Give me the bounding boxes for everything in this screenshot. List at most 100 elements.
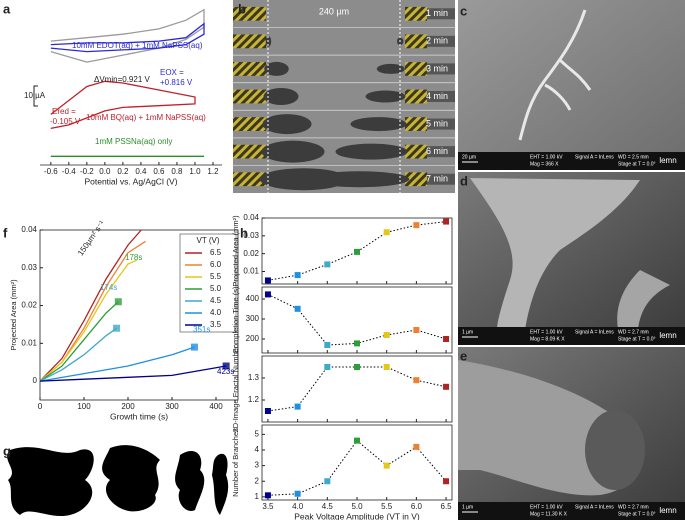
legend-title: VT (V) <box>197 236 220 245</box>
time-lapse-image: 1 min 2 min 3 min 4 min 5 min 6 min 7 min 240 µ… <box>233 0 455 193</box>
fractal-silhouettes <box>7 445 229 517</box>
electrode <box>405 34 427 49</box>
y-axis-label: Projected Area (mm²) <box>9 279 18 351</box>
y-tick-label: 4 <box>255 445 260 454</box>
sem-info: Stage at T = 0.0° <box>618 336 656 342</box>
y-tick-label: 5 <box>255 429 260 438</box>
scale-label: 20 µm <box>462 154 476 160</box>
scale-label: 1 µm <box>462 329 473 335</box>
end-marker <box>114 298 122 306</box>
data-point <box>354 364 360 370</box>
panel-letter: h <box>240 225 248 240</box>
electrode-tip <box>427 35 455 47</box>
annotation: EOX = <box>160 68 184 77</box>
data-point <box>294 490 301 497</box>
y-tick-label: 3 <box>255 461 260 470</box>
electrode <box>405 6 427 21</box>
data-point <box>413 222 420 229</box>
electrode-tip <box>427 8 455 20</box>
x-axis-label: Growth time (s) <box>110 411 168 421</box>
x-tick-label: 0.0 <box>99 167 111 176</box>
annotation: 150µm² s⁻¹ <box>76 219 107 258</box>
sem-info: Stage at T = 0.0° <box>618 161 656 167</box>
sem-info: EHT = 1.00 kV <box>530 154 563 160</box>
electrode-tip <box>427 90 455 103</box>
x-tick-label: 1.0 <box>189 167 201 176</box>
data-point <box>413 327 420 333</box>
legend-label: 6.5 <box>210 248 222 257</box>
sem-info: Signal A = InLens <box>575 504 614 510</box>
electrode-tip <box>427 173 455 185</box>
panel-letter: c <box>460 3 467 18</box>
data-point <box>324 478 331 485</box>
series-line <box>39 301 119 382</box>
data-point <box>264 277 271 284</box>
sem-info: EHT = 1.00 kV <box>530 329 563 335</box>
sem-info: WD = 2.7 mm <box>618 504 649 510</box>
annotation: ΔVmin=0.921 V <box>94 75 150 84</box>
time-label: 6 min <box>426 146 448 156</box>
x-tick-label: 0.4 <box>135 167 147 176</box>
x-tick-label: 300 <box>165 402 179 411</box>
time-label: 5 min <box>426 118 448 128</box>
sem-info: EHT = 1.00 kV <box>530 504 563 510</box>
panel-letter: b <box>238 1 246 16</box>
series-line <box>39 365 227 382</box>
annotation: 351s <box>193 325 210 334</box>
data-point <box>294 272 301 279</box>
y-tick-label: 1.2 <box>248 395 260 404</box>
x-tick-label: 0.6 <box>153 167 165 176</box>
growth-right <box>350 117 407 132</box>
plot-frame <box>261 424 453 501</box>
data-point <box>383 462 390 469</box>
data-point <box>264 492 271 499</box>
x-tick-label: -0.2 <box>80 167 94 176</box>
electrode <box>233 89 266 104</box>
data-point <box>354 437 360 444</box>
data-point <box>443 218 450 225</box>
data-point <box>443 383 450 390</box>
electrode-tip <box>427 146 455 158</box>
data-point <box>264 408 271 414</box>
electrode <box>233 34 266 49</box>
end-marker <box>113 324 121 332</box>
y-tick-label: 0.04 <box>243 213 259 222</box>
y-tick-label: 0.01 <box>21 338 37 347</box>
annotation: +0.816 V <box>160 78 193 87</box>
annotation: 423s <box>217 367 234 376</box>
electrode <box>405 62 427 76</box>
electrode <box>405 144 427 159</box>
x-tick-label: 4.5 <box>322 502 334 511</box>
sem-image-e <box>458 347 685 520</box>
sem-image-d <box>458 172 685 345</box>
sem-info: Signal A = InLens <box>575 329 614 335</box>
annotation: 10mM BQ(aq) + 1mM NaPSS(aq) <box>86 113 206 122</box>
annotation: 174s <box>100 283 117 292</box>
data-point <box>324 261 331 268</box>
electrode <box>405 117 427 131</box>
sem-logo: lemn <box>659 156 676 165</box>
y-tick-label: 0.03 <box>21 263 37 272</box>
panel-letter: g <box>3 443 11 458</box>
sem-info: Mag = 11.30 K X <box>530 511 568 517</box>
series-line <box>267 293 447 346</box>
growth-right <box>335 143 408 160</box>
data-point <box>383 229 390 236</box>
x-tick-label: 400 <box>209 402 223 411</box>
y-axis-label: Completion Time (s) <box>231 286 240 354</box>
y-tick-label: 0.01 <box>243 267 259 276</box>
legend-label: 3.5 <box>210 320 222 329</box>
growth-right <box>365 90 406 103</box>
sem-info: Mag = 366 X <box>530 161 559 167</box>
panel-letter: d <box>460 173 468 188</box>
electrode <box>405 89 427 104</box>
y-tick-label: 0.04 <box>21 225 37 234</box>
y-tick-label: 0 <box>33 376 38 385</box>
x-tick-label: 1.2 <box>207 167 219 176</box>
y-tick-label: 200 <box>246 334 260 343</box>
electrode <box>233 62 266 76</box>
x-tick-label: -0.6 <box>44 167 58 176</box>
panel-letter: e <box>460 348 467 363</box>
annotation: 178s <box>125 253 142 262</box>
